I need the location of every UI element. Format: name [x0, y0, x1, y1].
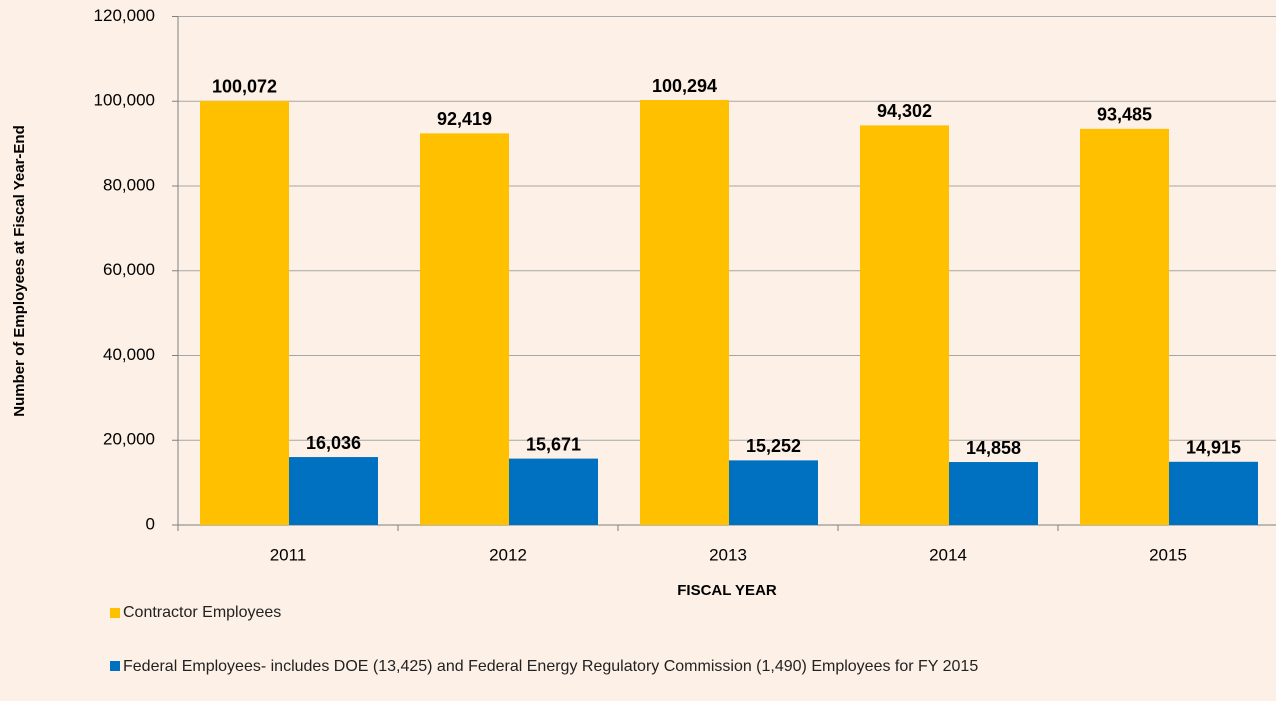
data-label: 92,419: [437, 109, 492, 129]
data-label: 100,072: [212, 77, 277, 97]
data-label: 93,485: [1097, 105, 1152, 125]
y-tick-label: 80,000: [103, 175, 155, 194]
data-label: 14,915: [1186, 438, 1241, 458]
y-axis-label: Number of Employees at Fiscal Year-End: [11, 125, 28, 417]
legend-label: Federal Employees- includes DOE (13,425)…: [123, 658, 979, 675]
data-label: 100,294: [652, 76, 717, 96]
legend-swatch: [110, 661, 120, 671]
data-label: 94,302: [877, 101, 932, 121]
bar: [860, 125, 949, 526]
legend-swatch: [110, 608, 120, 618]
legend-label: Contractor Employees: [123, 604, 282, 621]
bar: [200, 100, 289, 526]
bar: [1169, 461, 1258, 525]
x-tick-label: 2012: [489, 545, 527, 564]
bar: [509, 458, 598, 525]
data-label: 14,858: [966, 438, 1021, 458]
x-tick-label: 2015: [1149, 545, 1187, 564]
data-label: 15,671: [526, 434, 581, 454]
x-tick-label: 2013: [709, 545, 747, 564]
legend-item: Contractor Employees: [110, 604, 281, 622]
x-tick-label: 2011: [270, 545, 307, 564]
bar: [1080, 128, 1169, 526]
legend-item: Federal Employees- includes DOE (13,425)…: [110, 657, 1110, 676]
y-tick-label: 0: [146, 514, 155, 533]
bar: [420, 133, 509, 525]
y-tick-label: 60,000: [103, 260, 155, 279]
x-axis-label: FISCAL YEAR: [677, 582, 777, 599]
y-tick-label: 100,000: [94, 91, 155, 110]
x-tick-label: 2014: [929, 545, 967, 564]
data-label: 16,036: [306, 433, 361, 453]
bar: [949, 462, 1038, 525]
y-tick-label: 20,000: [103, 430, 155, 449]
bar: [640, 100, 729, 525]
y-tick-label: 40,000: [103, 345, 155, 364]
y-tick-label: 120,000: [94, 6, 155, 25]
data-label: 15,252: [746, 436, 801, 456]
bar: [289, 457, 378, 525]
bar: [729, 460, 818, 525]
